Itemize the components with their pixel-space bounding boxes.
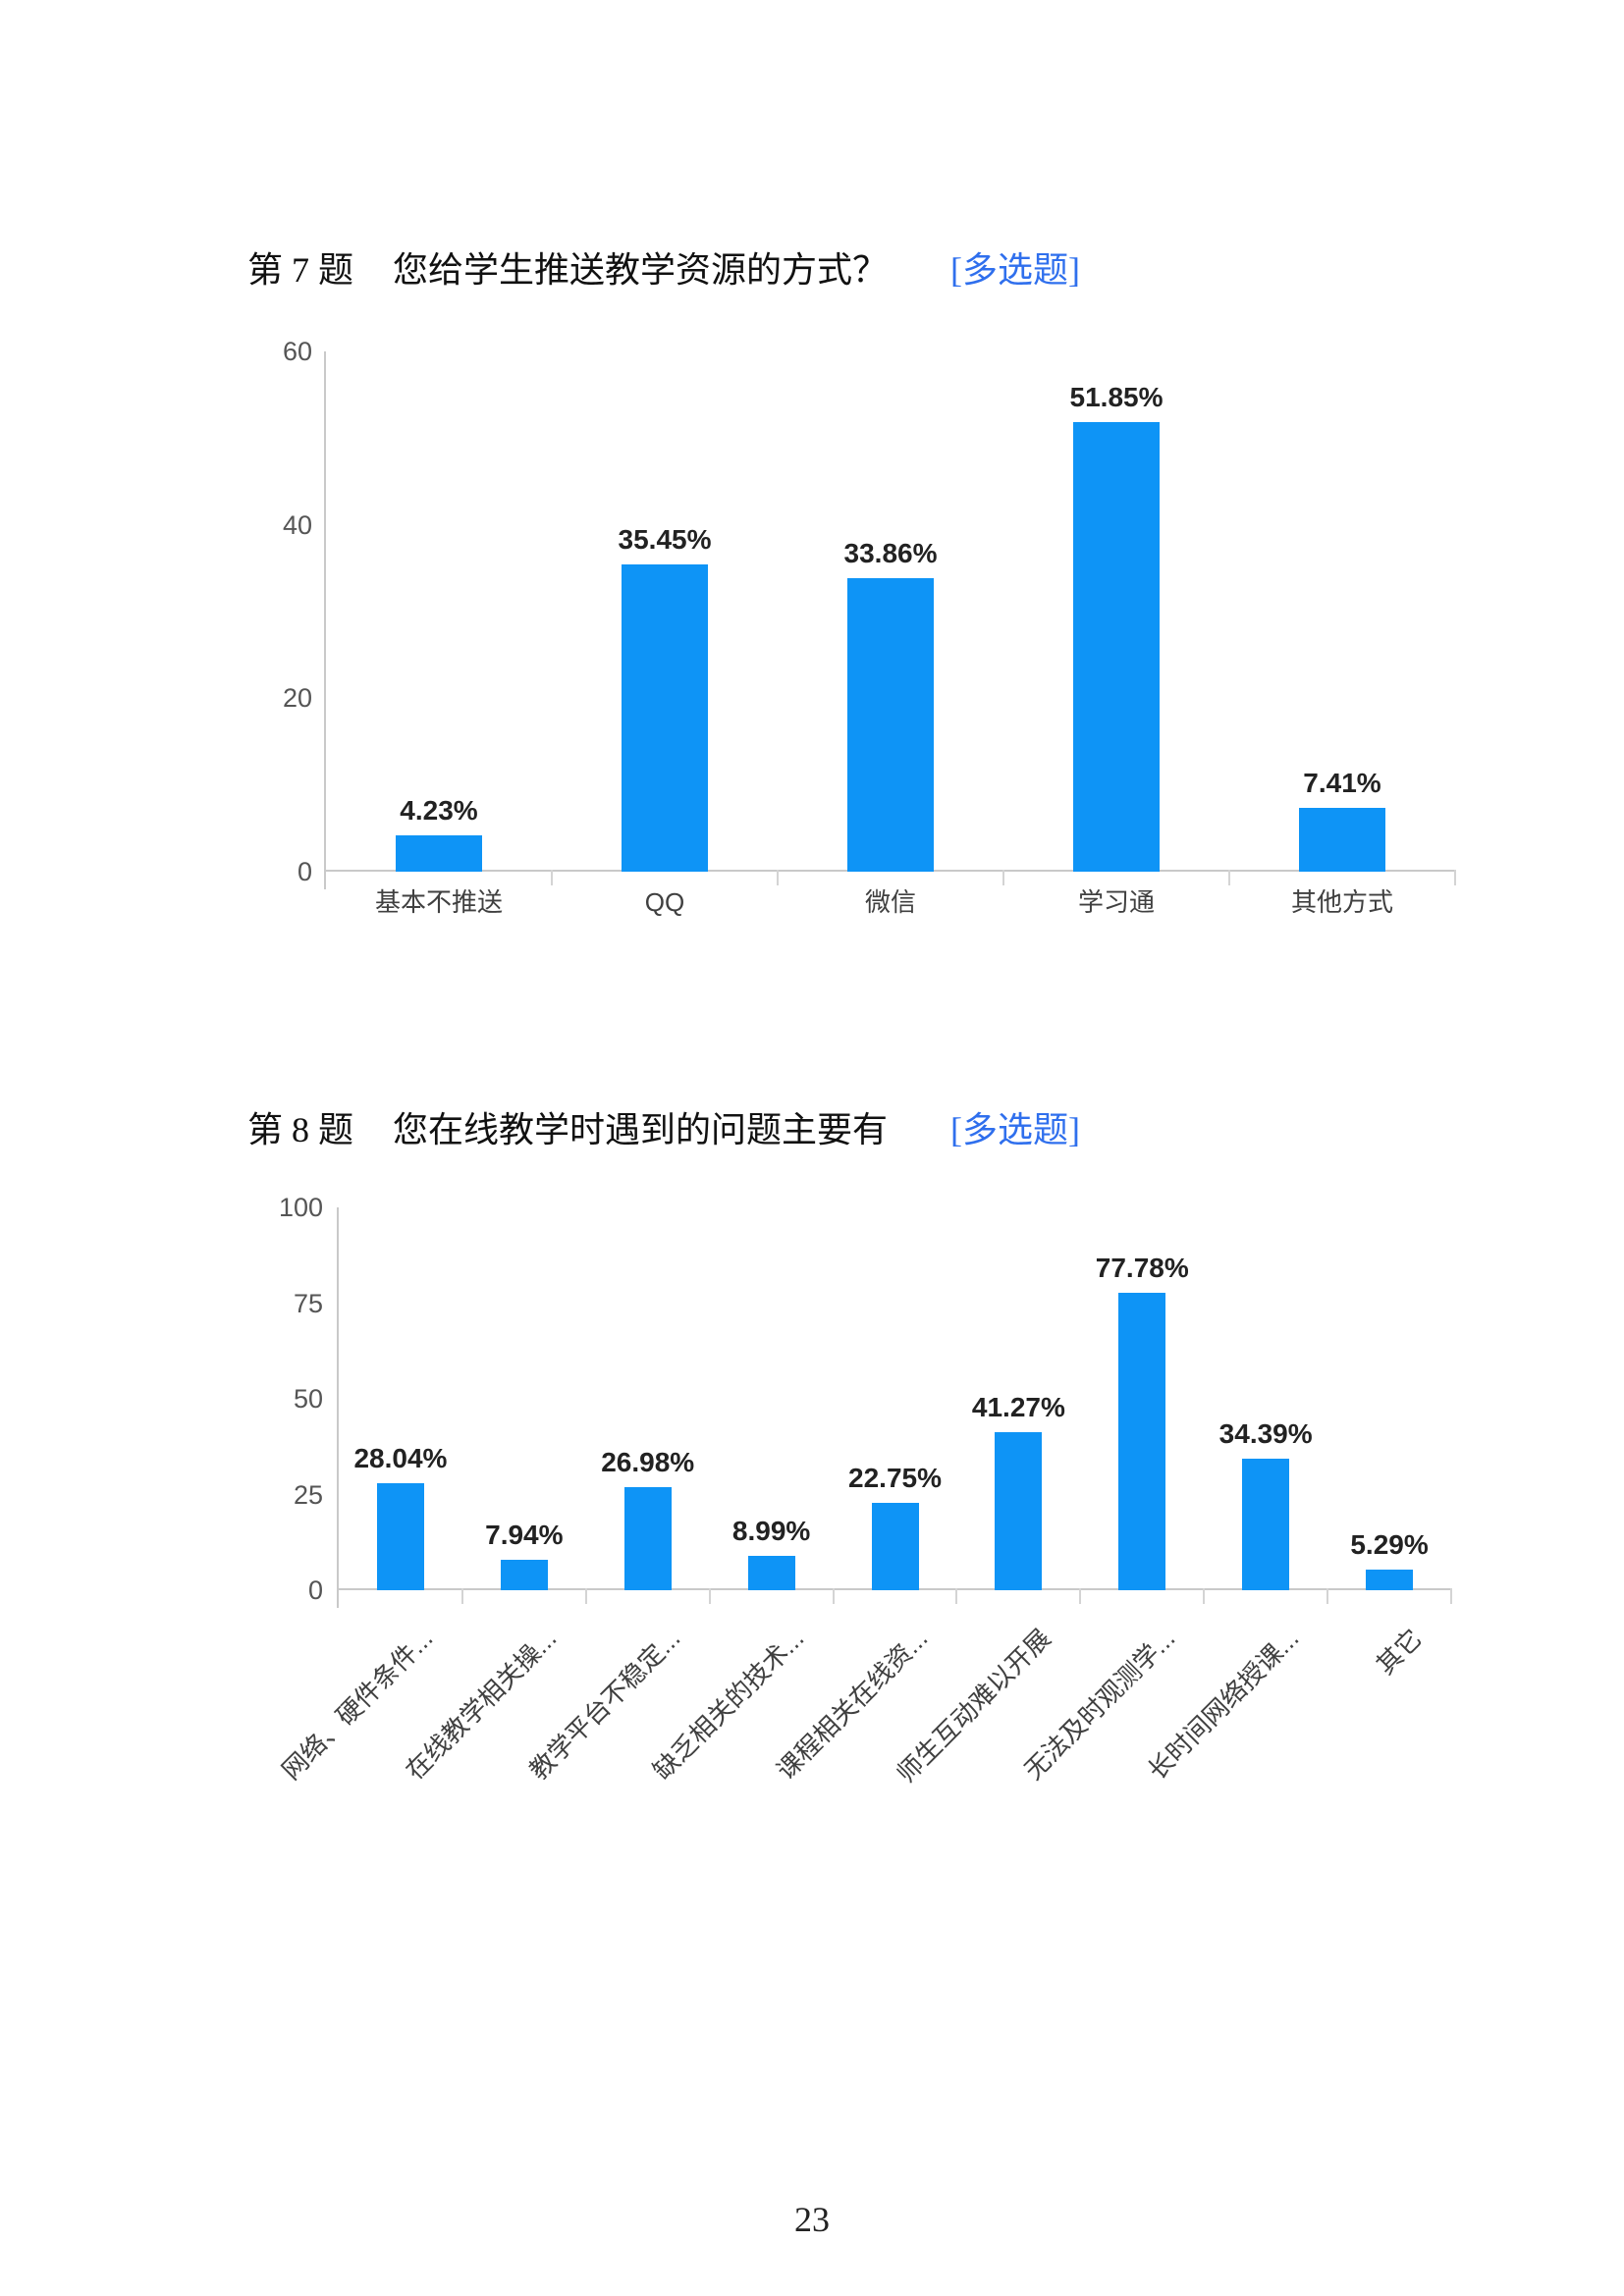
bar [1118,1293,1166,1590]
bar [623,1487,672,1590]
bar [622,564,708,872]
y-tick-label: 100 [278,1193,323,1222]
y-tick-label: 20 [282,683,312,714]
question-7-type-tag: [多选题] [950,250,1080,290]
bar [396,835,482,872]
question-7-number: 第 7 题 [247,250,354,290]
x-category-label: 学习通 [1077,887,1155,917]
x-category-label: 其它 [1370,1623,1428,1681]
axis-divider-tick [1326,1588,1329,1604]
axis-divider-tick [1454,870,1456,885]
question-7-heading: 第 7 题 您给学生推送教学资源的方式？ [多选题] [0,241,1624,291]
bar [1242,1459,1290,1590]
x-category-label: 微信 [864,887,916,917]
y-tick-label: 0 [307,1575,323,1605]
y-tick-label: 25 [293,1479,323,1510]
y-tick-label: 40 [282,509,312,540]
axis-divider-tick [1450,1588,1452,1604]
axis-divider-tick [1228,870,1230,885]
q8-bar-chart: 100 75 50 25 0 28.04% 网络、硬件条件... 7.94% 在线教学相关操..… [276,1193,1452,1845]
bar-value-label: 51.85% [1069,382,1164,412]
axis-divider-tick [584,1588,587,1604]
bar [1073,422,1160,872]
x-category-label: 基本不推送 [374,887,503,917]
bar-value-label: 77.78% [1095,1253,1189,1283]
question-8-number: 第 8 题 [247,1110,354,1149]
bar-value-label: 41.27% [971,1392,1065,1422]
axis-divider-tick [460,1588,463,1604]
bar-value-label: 7.94% [485,1520,564,1550]
bar-value-label: 33.86% [843,538,938,568]
axis-divider-tick [1002,870,1004,885]
bar-value-label: 34.39% [1218,1418,1313,1449]
bar-value-label: 35.45% [618,524,712,555]
bar [871,1503,919,1590]
y-axis-line [337,1207,339,1608]
y-tick-label: 50 [293,1384,323,1414]
bar [1299,808,1385,872]
axis-divider-tick [955,1588,958,1604]
question-8-type-tag: [多选题] [950,1110,1080,1149]
bar [376,1483,424,1590]
bar-value-label: 28.04% [353,1443,448,1473]
axis-divider-tick [551,870,553,885]
y-tick-label: 60 [282,337,312,366]
bar-value-label: 26.98% [601,1447,695,1477]
x-category-label: 其他方式 [1290,887,1393,917]
axis-divider-tick [1079,1588,1082,1604]
axis-divider-tick [1203,1588,1206,1604]
page-number: 23 [794,2200,830,2239]
bar-value-label: 22.75% [848,1463,942,1493]
bar-value-label: 5.29% [1350,1529,1429,1560]
y-tick-label: 0 [297,857,312,886]
axis-divider-tick [777,870,779,885]
axis-divider-tick [708,1588,711,1604]
bar [995,1432,1043,1590]
question-7-text: 您给学生推送教学资源的方式？ [393,250,889,290]
x-category-label: QQ [644,887,685,917]
bar-value-label: 8.99% [731,1516,811,1546]
y-axis-line [324,351,326,889]
bar [847,578,934,872]
q7-bar-chart: 60 40 20 0 4.23% 基本不推送 35.45% QQ 33.86% 微信 51.85% 学… [283,337,1456,1127]
question-8-text: 您在线教学时遇到的问题主要有 [393,1110,889,1149]
bar [747,1556,795,1590]
question-8-heading: 第 8 题 您在线教学时遇到的问题主要有 [多选题] [0,1101,1624,1150]
bar-value-label: 7.41% [1303,768,1381,798]
bar [500,1560,548,1590]
bar [1366,1570,1414,1590]
y-tick-label: 75 [293,1288,323,1318]
axis-divider-tick [832,1588,835,1604]
bar-value-label: 4.23% [400,795,478,826]
